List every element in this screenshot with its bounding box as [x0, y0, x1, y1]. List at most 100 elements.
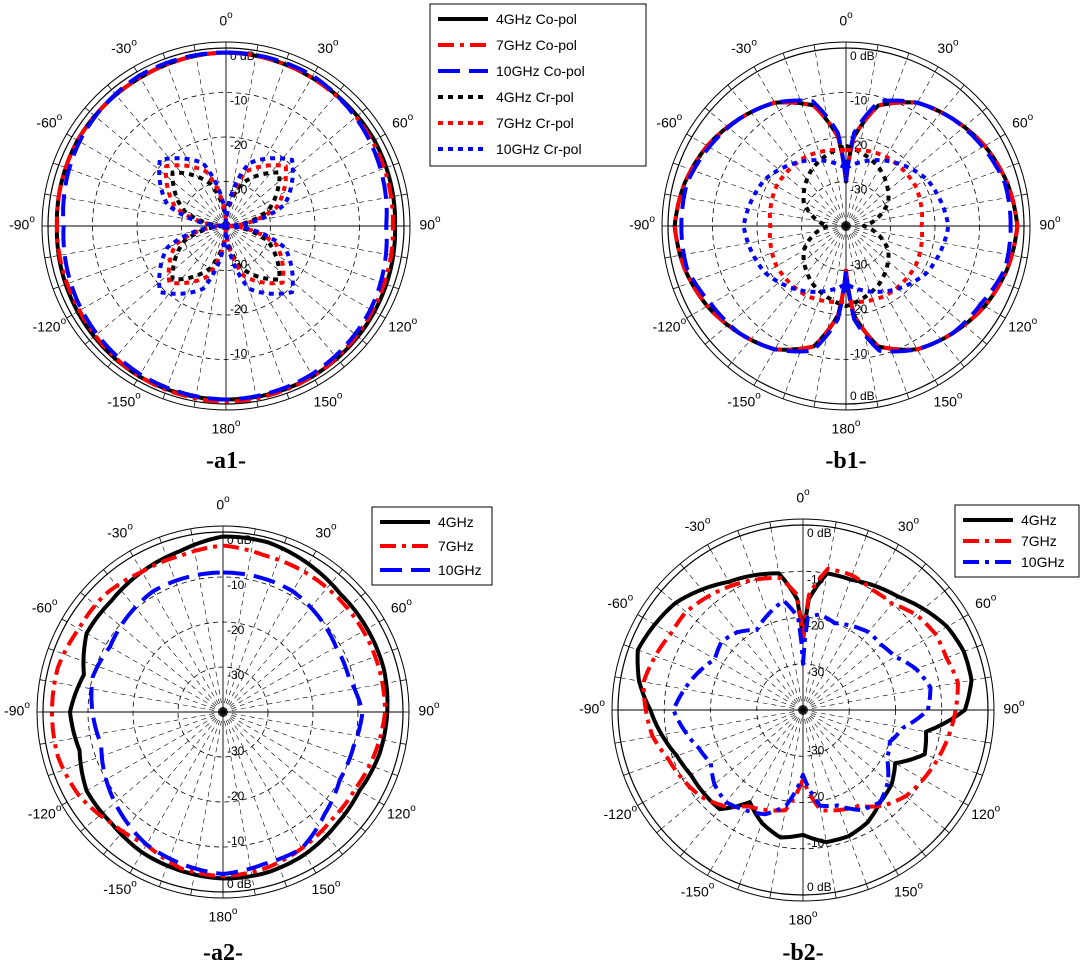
grid-spoke — [225, 89, 341, 227]
grid-tick — [656, 828, 662, 834]
grid-tick — [686, 133, 693, 138]
legend-label: 7GHz — [1021, 533, 1057, 549]
grid-tick — [400, 679, 407, 682]
grid-spoke — [802, 646, 977, 711]
angle-tick-label: -150o — [103, 878, 137, 897]
grid-tick — [400, 742, 407, 745]
grid-spoke — [802, 527, 836, 711]
angle-tick-label: 30o — [898, 515, 920, 534]
grid-tick — [362, 107, 368, 112]
grid-tick — [944, 586, 950, 592]
grid-tick — [48, 773, 54, 776]
grid-spoke — [784, 58, 847, 227]
series-group — [672, 98, 1020, 354]
grid-spoke — [784, 225, 847, 394]
grid-tick — [314, 66, 319, 73]
series-line-7ghz-co-pol — [54, 50, 395, 404]
angle-tick-label: 120o — [971, 803, 1000, 822]
angle-tick-label: 180o — [832, 418, 861, 437]
legend-label: 4GHz Co-pol — [496, 11, 577, 27]
radial-tick-label: -30 — [227, 668, 245, 682]
grid-tick — [707, 870, 711, 876]
grid-spoke — [802, 709, 896, 871]
grid-tick — [84, 340, 90, 345]
grid-spoke — [731, 89, 847, 227]
grid-spoke — [66, 621, 224, 713]
angle-tick-label: 180o — [789, 909, 818, 928]
grid-spoke — [678, 225, 847, 288]
grid-spoke — [814, 225, 847, 402]
grid-spoke — [629, 709, 804, 774]
grid-spoke — [71, 136, 227, 227]
legend: 4GHz 7GHz 10GHz — [371, 506, 493, 586]
grid-tick — [133, 66, 138, 73]
grid-spoke — [222, 711, 285, 882]
grid-tick — [737, 883, 741, 890]
grid-spoke — [53, 711, 224, 774]
grid-tick — [704, 107, 710, 112]
angle-tick-label: -150o — [727, 390, 761, 409]
grid-tick — [782, 393, 786, 400]
grid-spoke — [222, 711, 393, 774]
grid-spoke — [225, 58, 288, 227]
polar-grid — [611, 518, 995, 902]
grid-tick — [159, 537, 162, 543]
grid-spoke — [222, 711, 255, 890]
grid-tick — [813, 44, 816, 51]
angle-tick-label: 120o — [1008, 316, 1037, 335]
radial-tick-label: -10 — [230, 347, 248, 361]
grid-tick — [340, 84, 345, 90]
series-line-4ghz — [68, 534, 390, 881]
grid-tick — [312, 867, 317, 874]
grid-tick — [614, 741, 621, 744]
grid-tick — [379, 133, 386, 138]
grid-spoke — [225, 136, 381, 227]
grid-spoke — [164, 225, 227, 394]
grid-tick — [985, 741, 992, 744]
grid-spoke — [710, 709, 804, 871]
grid-tick — [80, 827, 86, 832]
grid-spoke — [84, 711, 224, 828]
outer-ring — [36, 525, 410, 899]
grid-tick — [895, 544, 899, 550]
radial-tick-label: -10 — [230, 94, 248, 108]
radial-tick-label: -30 — [227, 744, 245, 758]
grid-spoke — [661, 709, 804, 830]
series-group — [635, 566, 974, 845]
grid-tick — [834, 892, 837, 899]
legend-label: 4GHz — [438, 514, 474, 530]
grid-spoke — [136, 225, 227, 381]
grid-spoke — [136, 71, 227, 227]
grid-tick — [769, 521, 772, 528]
legend-label: 7GHz — [438, 538, 474, 554]
grid-tick — [672, 286, 679, 290]
angle-tick-label: 30o — [317, 37, 339, 56]
grid-spoke — [845, 225, 1001, 316]
radial-tick-label: -20 — [227, 623, 245, 637]
radial-tick-label: -30 — [850, 183, 868, 197]
grid-tick — [286, 52, 290, 59]
grid-tick — [753, 379, 758, 386]
grid-tick — [379, 314, 386, 319]
series-line-4ghz-cr-pol — [801, 143, 891, 309]
radial-tick-label: -10 — [227, 578, 245, 592]
grid-spoke — [802, 709, 945, 830]
grid-spoke — [161, 542, 224, 713]
angle-tick-label: 180o — [209, 906, 238, 925]
series-group — [50, 534, 390, 881]
grid-spoke — [225, 225, 341, 363]
grid-tick — [107, 84, 112, 90]
legend-label: 10GHz Co-pol — [496, 63, 585, 79]
grid-spoke — [225, 225, 381, 316]
panel-caption: -a2- — [203, 940, 243, 966]
grid-spoke — [845, 136, 1001, 227]
grid-tick — [66, 314, 73, 319]
series-group — [54, 50, 398, 404]
grid-spoke — [739, 536, 804, 711]
grid-spoke — [132, 711, 224, 869]
grid-tick — [1013, 162, 1020, 166]
outer-ring — [41, 41, 411, 411]
grid-tick — [80, 592, 86, 597]
grid-tick — [392, 773, 398, 776]
grid-tick — [193, 401, 196, 408]
